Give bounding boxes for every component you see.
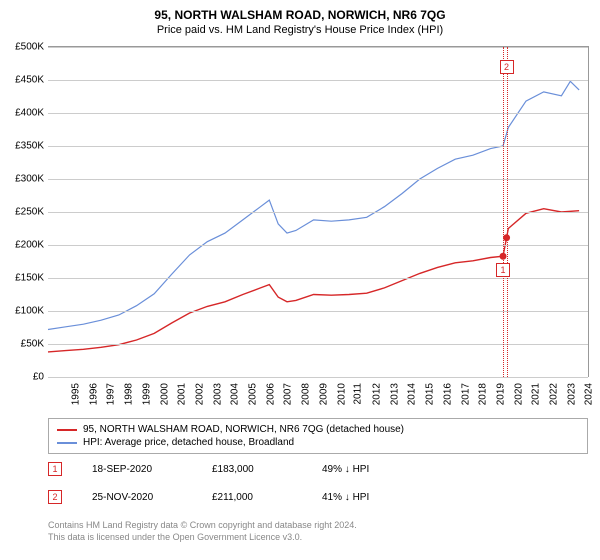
sale-row: 2 25-NOV-2020 £211,000 41% ↓ HPI: [48, 490, 369, 504]
x-axis-label: 2019: [495, 383, 506, 405]
x-axis-label: 2022: [548, 383, 559, 405]
y-axis-label: £500K: [15, 42, 44, 53]
x-axis-label: 2006: [265, 383, 276, 405]
x-axis-label: 2024: [584, 383, 595, 405]
license-text: Contains HM Land Registry data © Crown c…: [48, 520, 357, 543]
x-axis-label: 2000: [159, 383, 170, 405]
x-axis-label: 2005: [247, 383, 258, 405]
series-line: [48, 81, 579, 329]
sale-pct: 41% ↓ HPI: [322, 492, 369, 503]
sale-price: £183,000: [212, 464, 292, 475]
x-axis-label: 2007: [283, 383, 294, 405]
y-axis-label: £350K: [15, 141, 44, 152]
x-axis-label: 2023: [566, 383, 577, 405]
plot-area: £0£50K£100K£150K£200K£250K£300K£350K£400…: [48, 46, 589, 377]
sale-date: 25-NOV-2020: [92, 492, 182, 503]
y-axis-label: £250K: [15, 207, 44, 218]
sale-marker: 1: [48, 462, 62, 476]
x-axis-label: 2014: [407, 383, 418, 405]
chart-container: 95, NORTH WALSHAM ROAD, NORWICH, NR6 7QG…: [0, 0, 600, 560]
x-axis-label: 2017: [460, 383, 471, 405]
x-axis-label: 2012: [371, 383, 382, 405]
x-axis-label: 1996: [88, 383, 99, 405]
sale-vline: [507, 47, 508, 377]
x-axis-label: 1999: [141, 383, 152, 405]
series-line: [48, 209, 579, 352]
sale-marker-chart: 2: [500, 60, 514, 74]
sale-row: 1 18-SEP-2020 £183,000 49% ↓ HPI: [48, 462, 369, 476]
x-axis-label: 2015: [424, 383, 435, 405]
x-axis-label: 2003: [212, 383, 223, 405]
y-axis-label: £450K: [15, 75, 44, 86]
x-axis-label: 2010: [336, 383, 347, 405]
y-axis-label: £200K: [15, 240, 44, 251]
legend-item: HPI: Average price, detached house, Broa…: [57, 436, 579, 449]
chart-title: 95, NORTH WALSHAM ROAD, NORWICH, NR6 7QG: [0, 0, 600, 22]
x-axis-label: 2018: [477, 383, 488, 405]
legend-label: HPI: Average price, detached house, Broa…: [83, 437, 294, 448]
chart-subtitle: Price paid vs. HM Land Registry's House …: [0, 22, 600, 44]
legend-swatch: [57, 442, 77, 444]
y-axis-label: £100K: [15, 306, 44, 317]
y-axis-label: £0: [33, 372, 44, 383]
sale-price: £211,000: [212, 492, 292, 503]
x-axis-label: 1997: [106, 383, 117, 405]
x-axis-label: 2021: [531, 383, 542, 405]
x-axis-label: 1998: [123, 383, 134, 405]
sale-pct: 49% ↓ HPI: [322, 464, 369, 475]
x-axis-label: 1995: [70, 383, 81, 405]
x-axis-label: 2009: [318, 383, 329, 405]
y-axis-label: £400K: [15, 108, 44, 119]
x-axis-label: 2011: [353, 383, 364, 405]
gridline: [48, 377, 588, 378]
x-axis-label: 2008: [300, 383, 311, 405]
x-axis-label: 2004: [230, 383, 241, 405]
x-axis-label: 2002: [194, 383, 205, 405]
x-axis-label: 2016: [442, 383, 453, 405]
x-axis-label: 2020: [513, 383, 524, 405]
x-axis-label: 2001: [176, 383, 187, 405]
y-axis-label: £150K: [15, 273, 44, 284]
legend: 95, NORTH WALSHAM ROAD, NORWICH, NR6 7QG…: [48, 418, 588, 454]
y-axis-label: £300K: [15, 174, 44, 185]
sale-date: 18-SEP-2020: [92, 464, 182, 475]
sale-marker-chart: 1: [496, 263, 510, 277]
legend-label: 95, NORTH WALSHAM ROAD, NORWICH, NR6 7QG…: [83, 424, 404, 435]
license-line1: Contains HM Land Registry data © Crown c…: [48, 520, 357, 532]
legend-swatch: [57, 429, 77, 431]
sale-marker: 2: [48, 490, 62, 504]
x-axis-label: 2013: [389, 383, 400, 405]
y-axis-label: £50K: [21, 339, 44, 350]
sale-vline: [503, 47, 504, 377]
legend-item: 95, NORTH WALSHAM ROAD, NORWICH, NR6 7QG…: [57, 423, 579, 436]
license-line2: This data is licensed under the Open Gov…: [48, 532, 357, 544]
